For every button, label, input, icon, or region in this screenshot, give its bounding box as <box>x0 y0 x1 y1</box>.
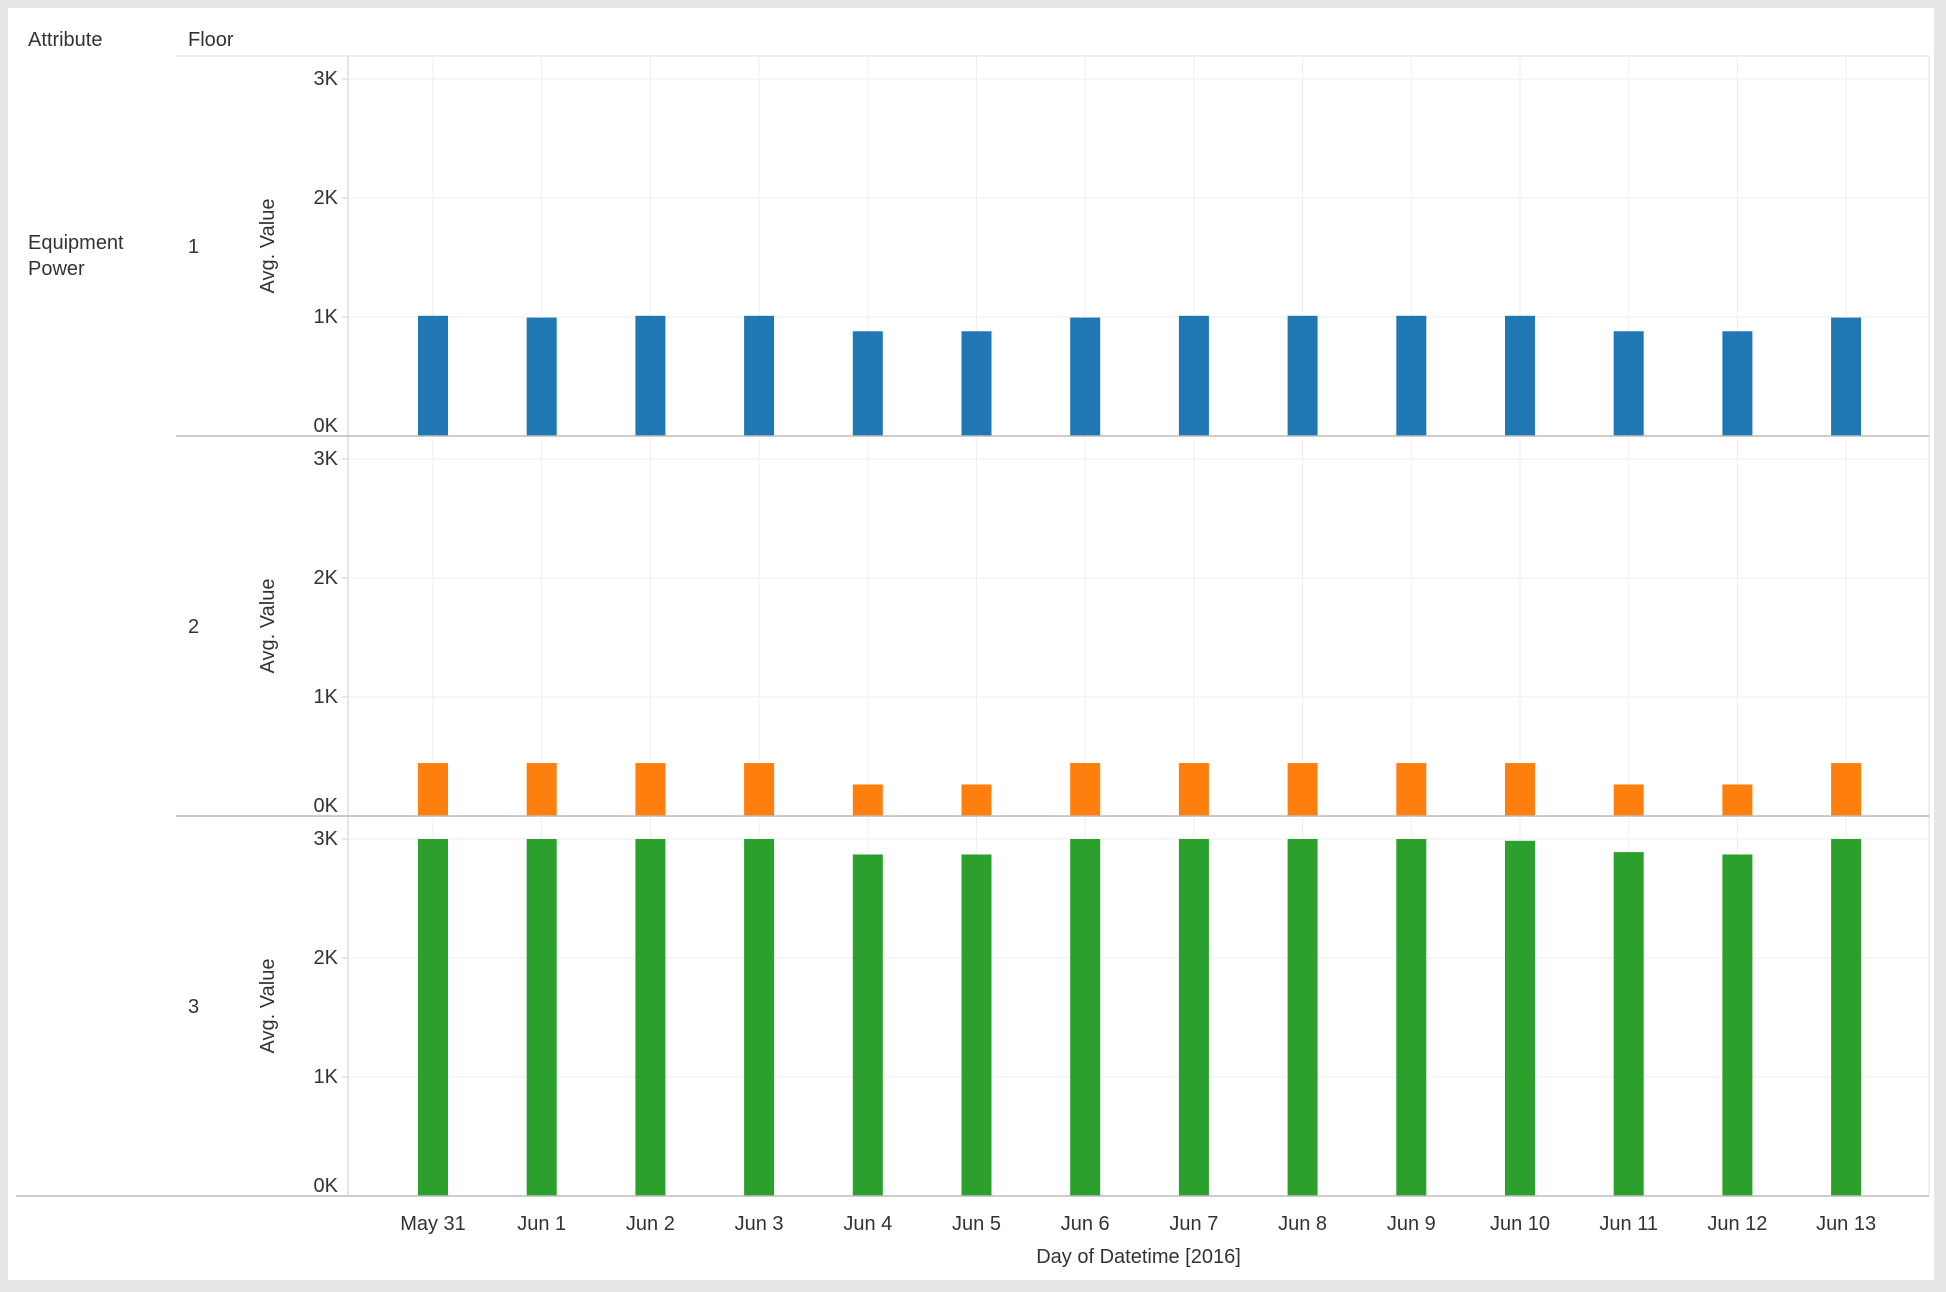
bar <box>1396 315 1427 436</box>
bar <box>1178 839 1209 1196</box>
x-tick-label: Jun 2 <box>626 1213 675 1235</box>
bar <box>744 839 775 1196</box>
bar <box>1505 840 1535 1196</box>
bar <box>1831 317 1862 436</box>
bar <box>1613 331 1644 436</box>
floor-label: 1 <box>188 236 199 258</box>
bar <box>961 331 992 436</box>
x-tick-label: Jun 3 <box>735 1213 784 1235</box>
bar <box>1613 784 1644 816</box>
y-tick-label: 3K <box>314 828 339 850</box>
x-tick-label: Jun 6 <box>1061 1213 1110 1235</box>
y-tick-label: 1K <box>314 1066 339 1088</box>
bar <box>635 315 666 436</box>
y-axis-title: Avg. Value <box>257 579 279 674</box>
bar <box>418 315 448 436</box>
y-tick-label: 2K <box>314 947 339 969</box>
bar <box>852 331 883 436</box>
y-axis-title: Avg. Value <box>257 959 279 1054</box>
bar <box>526 317 557 436</box>
bar <box>418 839 448 1196</box>
bar <box>1178 315 1209 436</box>
y-tick-label: 0K <box>314 415 339 437</box>
x-tick-label: Jun 9 <box>1387 1213 1436 1235</box>
y-tick-label: 1K <box>314 686 339 708</box>
attribute-header: Attribute <box>28 29 103 51</box>
bar <box>744 763 775 816</box>
bar <box>1287 763 1318 816</box>
y-tick-label: 3K <box>314 448 339 470</box>
bar <box>1396 839 1427 1196</box>
bar <box>1505 763 1535 816</box>
bar <box>1287 839 1318 1196</box>
x-tick-label: Jun 10 <box>1490 1213 1550 1235</box>
x-tick-label: Jun 13 <box>1816 1213 1876 1235</box>
y-tick-label: 2K <box>314 567 339 589</box>
x-tick-label: Jun 11 <box>1599 1213 1658 1235</box>
floor-label: 3 <box>188 996 199 1018</box>
bar <box>1070 839 1101 1196</box>
bar <box>1178 763 1209 816</box>
bar <box>1831 839 1862 1196</box>
x-tick-label: May 31 <box>400 1213 466 1235</box>
bar <box>526 839 557 1196</box>
y-tick-label: 3K <box>314 68 339 90</box>
x-tick-label: Jun 1 <box>517 1213 566 1235</box>
bar <box>635 763 666 816</box>
y-axis-title: Avg. Value <box>257 199 279 294</box>
bar <box>852 854 883 1196</box>
floor-header: Floor <box>188 29 234 51</box>
x-tick-label: Jun 12 <box>1707 1213 1767 1235</box>
bar <box>1070 317 1101 436</box>
bar <box>1831 763 1862 816</box>
bar <box>1613 852 1644 1196</box>
bar <box>526 763 557 816</box>
bar <box>418 763 448 816</box>
bar <box>744 315 775 436</box>
x-tick-label: Jun 4 <box>843 1213 892 1235</box>
chart-frame: Attribute Floor 0K 1K 2K 3K Avg. Value 1 0K 1K 2… <box>8 8 1934 1280</box>
bar <box>1722 331 1753 436</box>
y-tick-label: 2K <box>314 187 339 209</box>
y-tick-label: 1K <box>314 306 339 328</box>
y-tick-label: 0K <box>314 795 339 817</box>
x-axis-title: Day of Datetime [2016] <box>1036 1246 1241 1268</box>
bar <box>1396 763 1427 816</box>
bar <box>1722 784 1753 816</box>
floor-label: 2 <box>188 616 199 638</box>
attribute-label: Equipment Power <box>28 232 124 280</box>
bar-chart: 0K 1K 2K 3K Avg. Value 1 0K 1K 2K 3K Avg. Value 2 0K… <box>16 55 1930 1268</box>
x-tick-label: Jun 5 <box>952 1213 1001 1235</box>
bar <box>635 839 666 1196</box>
bar <box>1287 315 1318 436</box>
bar <box>1070 763 1101 816</box>
bar <box>852 784 883 816</box>
bar <box>961 854 992 1196</box>
x-tick-label: Jun 7 <box>1169 1213 1218 1235</box>
x-tick-label: Jun 8 <box>1278 1213 1327 1235</box>
y-tick-label: 0K <box>314 1175 339 1197</box>
bar <box>961 784 992 816</box>
bar <box>1505 315 1535 436</box>
bar <box>1722 854 1753 1196</box>
